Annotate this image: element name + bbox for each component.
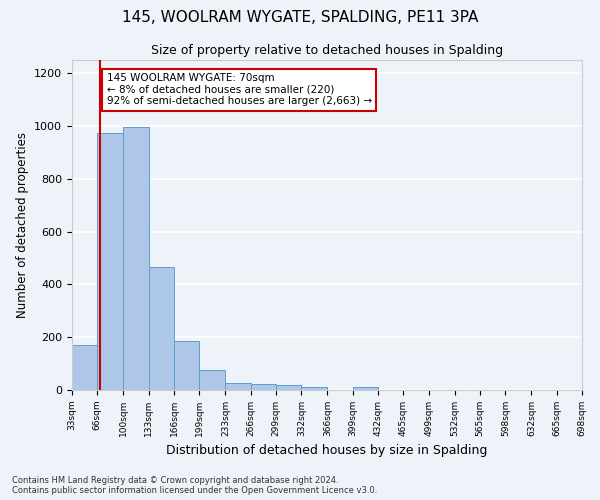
Bar [97, 132, 122, 390]
Title: Size of property relative to detached houses in Spalding: Size of property relative to detached ho… [151, 44, 503, 58]
Bar [124, 128, 149, 390]
Y-axis label: Number of detached properties: Number of detached properties [16, 132, 29, 318]
Bar [353, 387, 378, 390]
Bar [72, 345, 97, 390]
Bar [149, 267, 174, 390]
Bar [276, 385, 301, 390]
Text: 145 WOOLRAM WYGATE: 70sqm
← 8% of detached houses are smaller (220)
92% of semi-: 145 WOOLRAM WYGATE: 70sqm ← 8% of detach… [107, 73, 371, 106]
Bar [226, 382, 251, 390]
Text: Contains HM Land Registry data © Crown copyright and database right 2024.
Contai: Contains HM Land Registry data © Crown c… [12, 476, 377, 495]
X-axis label: Distribution of detached houses by size in Spalding: Distribution of detached houses by size … [166, 444, 488, 458]
Bar [199, 370, 224, 390]
Bar [301, 387, 326, 390]
Bar [174, 341, 199, 390]
Text: 145, WOOLRAM WYGATE, SPALDING, PE11 3PA: 145, WOOLRAM WYGATE, SPALDING, PE11 3PA [122, 10, 478, 25]
Bar [251, 384, 276, 390]
